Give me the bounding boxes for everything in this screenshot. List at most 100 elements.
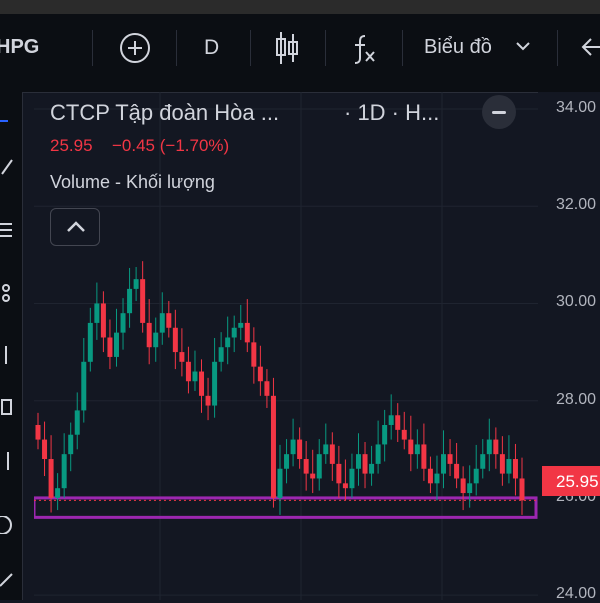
emoji-icon[interactable] xyxy=(0,516,14,534)
candle-body xyxy=(153,332,159,348)
toolbar-divider xyxy=(325,30,326,66)
fib-icon[interactable] xyxy=(0,220,14,238)
candle-body xyxy=(382,424,388,445)
price-tick-label: 28.00 xyxy=(556,390,597,408)
candle-body xyxy=(35,424,41,440)
toolbar-divider xyxy=(250,30,251,66)
candle-body xyxy=(225,337,231,348)
drawing-toolbar xyxy=(0,92,23,600)
candle-body xyxy=(270,395,276,498)
candle-body xyxy=(395,415,401,430)
candle-body xyxy=(460,478,466,494)
candle-body xyxy=(55,488,61,498)
support-zone xyxy=(34,496,538,519)
candle-body xyxy=(512,459,518,479)
collapse-indicators-button[interactable] xyxy=(50,208,100,246)
candle-body xyxy=(486,439,492,455)
candle-body xyxy=(257,366,263,382)
candle-body xyxy=(277,468,283,498)
active-tool-indicator xyxy=(0,120,8,122)
candle-body xyxy=(68,434,74,455)
legend-volume[interactable]: Volume - Khối lượng xyxy=(50,172,215,192)
candle-body xyxy=(303,459,309,474)
toolbar-divider xyxy=(92,30,93,66)
candle-chart-icon[interactable] xyxy=(272,30,302,66)
candle-body xyxy=(349,468,355,489)
price-tick-label: 34.00 xyxy=(556,99,597,116)
last-price-tag: 25.95 xyxy=(542,466,600,496)
candle-body xyxy=(414,444,420,455)
legend-close-price: 25.95 xyxy=(50,136,93,155)
candle-body xyxy=(369,463,375,474)
candle-body xyxy=(355,454,361,469)
candle-body xyxy=(375,444,381,464)
candle-body xyxy=(316,454,322,479)
candle-body xyxy=(199,371,205,396)
candle-body xyxy=(342,483,348,489)
window-strip xyxy=(0,0,600,14)
candle-body xyxy=(238,322,244,328)
pattern-icon[interactable] xyxy=(0,284,14,302)
add-symbol-plus-icon[interactable] xyxy=(120,33,150,63)
toolbar-divider xyxy=(176,30,177,66)
price-tick-label: 32.00 xyxy=(556,196,597,214)
candle-body xyxy=(499,454,505,474)
candle-body xyxy=(42,439,48,460)
candle-body xyxy=(120,313,126,333)
candle-body xyxy=(421,444,427,469)
candle-body xyxy=(251,342,257,367)
candle-body xyxy=(81,361,87,411)
candle-body xyxy=(133,279,139,289)
arrow-left-icon[interactable] xyxy=(580,36,600,58)
candle-body xyxy=(434,473,440,484)
chevron-down-icon[interactable] xyxy=(515,38,531,54)
candle-body xyxy=(231,327,237,338)
legend-symbol-title[interactable]: CTCP Tập đoàn Hòa ... xyxy=(50,100,280,125)
candle-body xyxy=(185,361,191,382)
candle-body xyxy=(87,322,93,362)
candle-body xyxy=(244,322,250,343)
chevron-up-icon xyxy=(67,221,85,232)
candle-body xyxy=(94,303,100,323)
candle-body xyxy=(74,410,80,435)
symbol-label[interactable]: HPG xyxy=(0,36,40,58)
candle-body xyxy=(159,313,165,333)
candle-body xyxy=(127,288,133,314)
candle-body xyxy=(447,454,453,464)
candle-body xyxy=(290,439,296,455)
candle-body xyxy=(441,454,447,474)
candle-body xyxy=(113,332,119,357)
last-price-value: 25.95 xyxy=(556,472,599,491)
indicators-fx-icon[interactable] xyxy=(348,30,378,66)
collapse-legend-minus-icon[interactable] xyxy=(482,95,516,129)
candle-body xyxy=(179,352,185,362)
candle-body xyxy=(388,415,394,425)
price-chart[interactable] xyxy=(34,92,538,600)
candle-body xyxy=(408,439,414,455)
candle-body xyxy=(146,322,152,348)
toolbar-divider xyxy=(557,30,558,66)
text-tool-icon[interactable] xyxy=(0,452,14,470)
legend-interval: · 1D · H... xyxy=(344,100,440,125)
candle-body xyxy=(166,313,172,328)
candle-body xyxy=(323,444,329,455)
candle-body xyxy=(454,463,460,479)
brush-icon[interactable] xyxy=(0,398,14,416)
ruler-icon[interactable] xyxy=(0,570,14,588)
candle-body xyxy=(401,429,407,440)
candle-body xyxy=(212,361,218,406)
candle-body xyxy=(427,468,433,484)
chart-type-button[interactable]: Biểu đồ xyxy=(424,36,492,58)
candle-body xyxy=(218,347,224,362)
top-toolbar: HPG D Biểu đồ xyxy=(0,0,600,93)
candle-body xyxy=(192,371,198,382)
candle-body xyxy=(297,439,303,460)
interval-button[interactable]: D xyxy=(204,36,220,59)
candle-body xyxy=(506,459,512,474)
candle-body xyxy=(61,454,67,489)
price-axis[interactable] xyxy=(538,92,600,600)
candle-body xyxy=(473,468,479,484)
trend-line-icon[interactable] xyxy=(0,158,14,176)
projection-icon[interactable] xyxy=(0,346,14,364)
candle-body xyxy=(362,454,368,474)
